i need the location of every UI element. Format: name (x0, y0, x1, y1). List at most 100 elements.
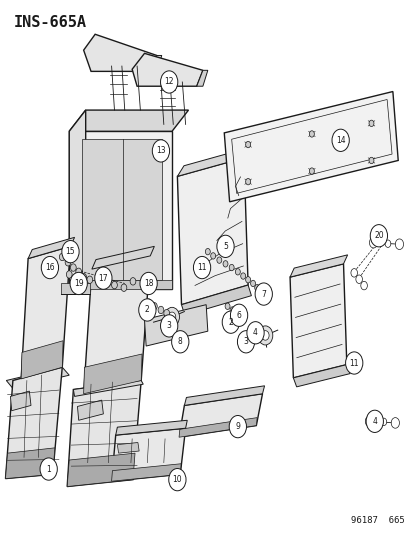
Circle shape (250, 280, 255, 287)
Circle shape (246, 321, 263, 344)
Circle shape (257, 326, 272, 345)
Polygon shape (290, 264, 346, 378)
Text: 10: 10 (172, 475, 182, 484)
Polygon shape (178, 394, 262, 437)
Circle shape (216, 235, 234, 257)
Circle shape (380, 418, 386, 425)
Circle shape (254, 285, 259, 291)
Polygon shape (181, 285, 251, 316)
Circle shape (384, 240, 390, 247)
Circle shape (394, 239, 403, 249)
Text: 7: 7 (261, 289, 266, 298)
Circle shape (205, 248, 210, 255)
Circle shape (364, 416, 373, 426)
Polygon shape (69, 131, 172, 289)
Circle shape (41, 256, 58, 279)
Circle shape (230, 304, 247, 326)
Circle shape (237, 330, 254, 353)
Circle shape (355, 275, 361, 284)
Polygon shape (6, 367, 69, 389)
Polygon shape (184, 386, 264, 406)
Polygon shape (83, 34, 157, 71)
Polygon shape (92, 246, 154, 269)
Circle shape (309, 131, 313, 137)
Polygon shape (69, 110, 85, 289)
Circle shape (138, 299, 156, 321)
Text: 3: 3 (166, 321, 171, 330)
Circle shape (210, 253, 215, 259)
Polygon shape (177, 147, 250, 176)
Circle shape (216, 257, 221, 263)
Text: 20: 20 (373, 231, 383, 240)
Circle shape (95, 267, 112, 289)
Text: 5: 5 (223, 242, 228, 251)
Circle shape (140, 280, 146, 287)
Circle shape (365, 410, 382, 432)
Polygon shape (290, 255, 347, 277)
Polygon shape (61, 284, 90, 294)
Circle shape (168, 312, 176, 321)
Polygon shape (77, 400, 103, 420)
Polygon shape (224, 92, 397, 202)
Circle shape (245, 277, 250, 283)
Circle shape (81, 273, 86, 281)
Circle shape (225, 303, 230, 310)
Polygon shape (196, 70, 207, 86)
Circle shape (66, 271, 72, 278)
Circle shape (193, 256, 210, 279)
Text: 4: 4 (371, 417, 376, 426)
Circle shape (261, 330, 268, 340)
Circle shape (40, 458, 57, 480)
Circle shape (164, 310, 169, 317)
Circle shape (254, 283, 272, 305)
Circle shape (160, 315, 177, 337)
Polygon shape (112, 464, 180, 481)
Circle shape (245, 179, 250, 185)
Text: 12: 12 (164, 77, 173, 86)
Text: 2: 2 (145, 305, 150, 314)
Text: 19: 19 (74, 279, 83, 288)
Circle shape (368, 157, 373, 164)
Text: 3: 3 (243, 337, 248, 346)
Circle shape (229, 416, 246, 438)
Polygon shape (293, 365, 349, 387)
Circle shape (262, 293, 267, 299)
Polygon shape (132, 53, 202, 86)
Circle shape (152, 140, 169, 162)
Circle shape (235, 311, 240, 317)
Circle shape (87, 276, 93, 284)
Text: 11: 11 (197, 263, 206, 272)
Circle shape (230, 307, 235, 313)
Circle shape (59, 253, 65, 261)
Text: 11: 11 (349, 359, 358, 367)
Polygon shape (83, 354, 142, 394)
Circle shape (65, 259, 71, 266)
Text: 18: 18 (143, 279, 153, 288)
Text: 4: 4 (252, 328, 257, 337)
Circle shape (390, 418, 399, 428)
Polygon shape (5, 367, 62, 479)
Polygon shape (117, 442, 139, 453)
Polygon shape (10, 391, 31, 411)
Polygon shape (21, 246, 70, 379)
Text: 6: 6 (236, 311, 241, 320)
Polygon shape (81, 280, 172, 289)
Polygon shape (178, 418, 256, 437)
Polygon shape (69, 110, 188, 131)
Text: 15: 15 (66, 247, 75, 256)
Circle shape (164, 308, 179, 326)
Circle shape (368, 120, 373, 126)
Circle shape (360, 281, 366, 290)
Circle shape (309, 168, 313, 174)
Text: 8: 8 (178, 337, 182, 346)
Circle shape (258, 289, 263, 295)
Polygon shape (151, 55, 161, 71)
Polygon shape (67, 453, 135, 487)
Circle shape (223, 261, 228, 267)
Polygon shape (83, 256, 150, 394)
Polygon shape (177, 158, 247, 305)
Polygon shape (5, 448, 55, 479)
Circle shape (151, 303, 157, 310)
Polygon shape (73, 381, 143, 397)
Polygon shape (81, 139, 161, 280)
